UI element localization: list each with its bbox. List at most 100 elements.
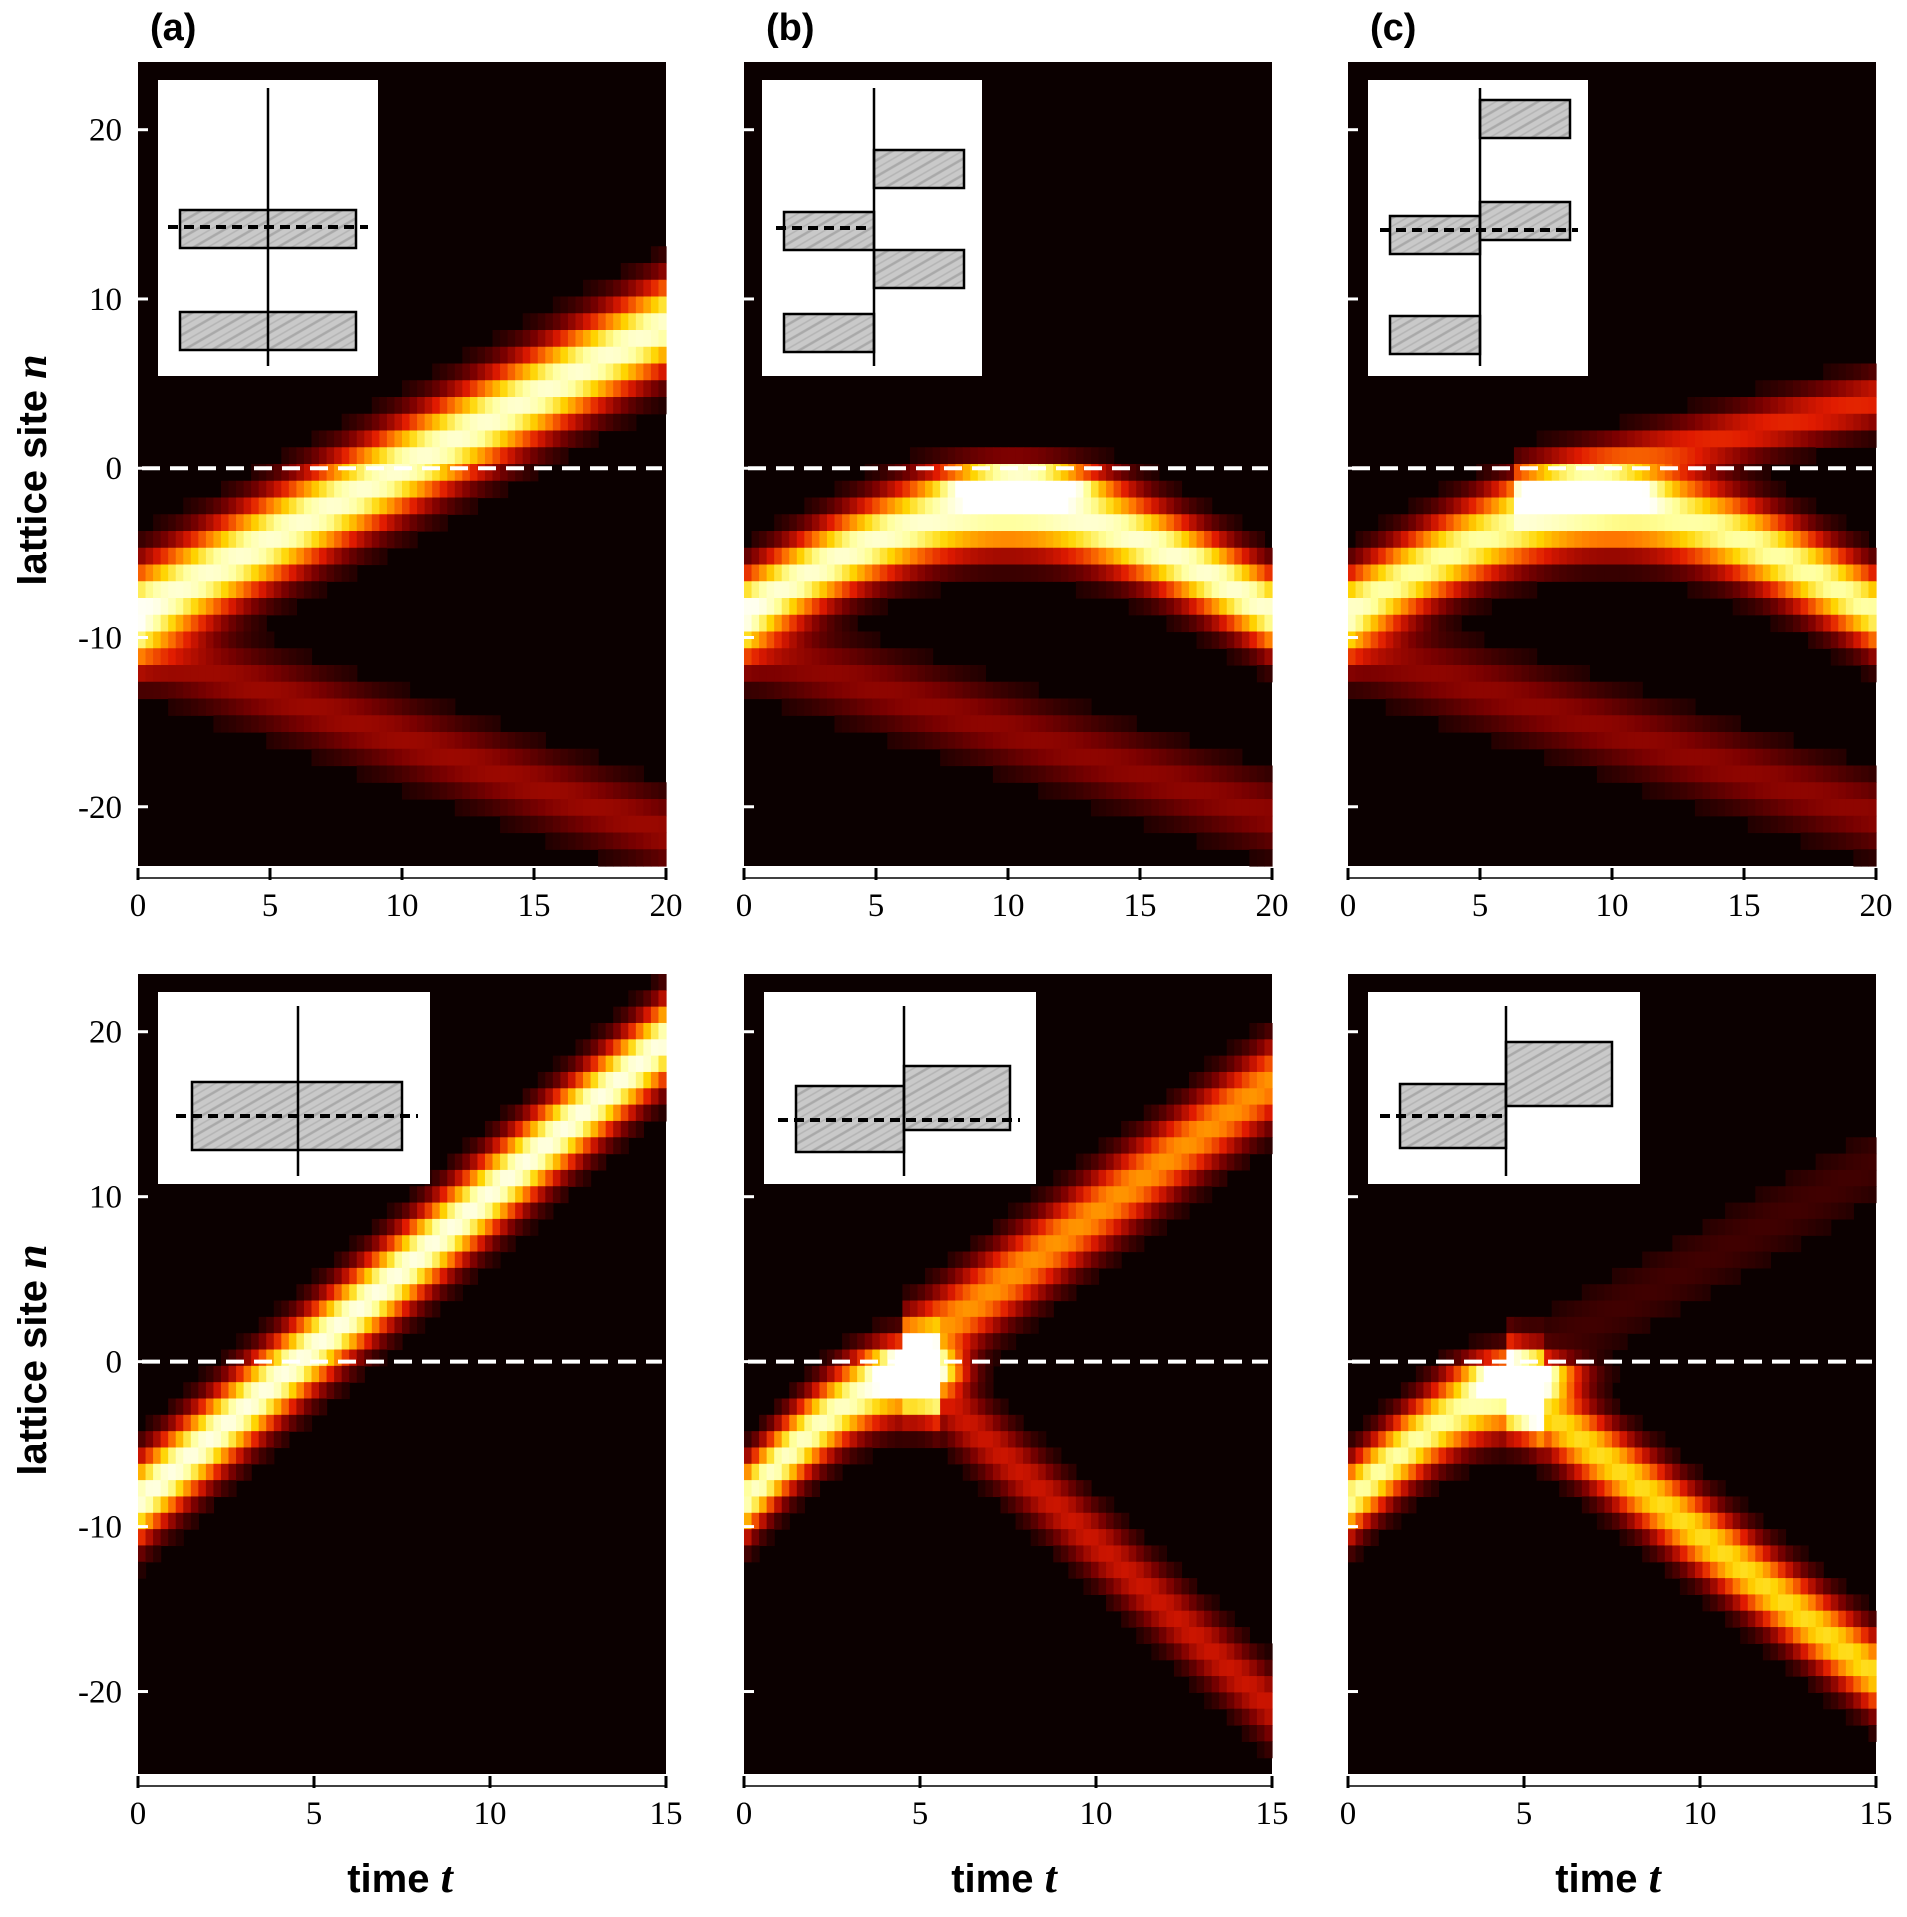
heatmap-cell: [887, 1349, 896, 1367]
heatmap-cell: [947, 1398, 956, 1416]
heatmap-cell: [1166, 1594, 1175, 1612]
heatmap-cell: [909, 1316, 919, 1334]
heatmap-cell: [1363, 1431, 1372, 1449]
heatmap-cell: [992, 748, 1002, 767]
heatmap-cell: [658, 313, 667, 331]
heatmap-cell: [273, 531, 282, 549]
heatmap-cell: [1679, 514, 1689, 532]
y-axis-title-bottom: lattice site n: [7, 1244, 56, 1475]
heatmap-cell: [1808, 782, 1817, 800]
heatmap-cell: [628, 782, 637, 800]
heatmap-cell: [1098, 531, 1107, 549]
heatmap-cell: [228, 648, 237, 666]
heatmap-cell: [243, 1333, 252, 1351]
heatmap-cell: [1664, 564, 1673, 582]
heatmap-cell: [1211, 547, 1220, 566]
heatmap-cell: [447, 1251, 456, 1269]
heatmap-cell: [1173, 514, 1183, 532]
heatmap-cell: [402, 447, 411, 465]
heatmap-cell: [432, 380, 441, 398]
heatmap-cell: [356, 430, 365, 448]
heatmap-cell: [1226, 1610, 1235, 1628]
heatmap-cell: [1264, 1659, 1273, 1677]
heatmap-cell: [1121, 1610, 1130, 1628]
x-tick-label: 0: [736, 888, 753, 924]
heatmap-cell: [598, 279, 607, 298]
heatmap-cell: [311, 748, 320, 767]
heatmap-cell: [341, 447, 350, 465]
heatmap-cell: [1068, 1463, 1077, 1481]
heatmap-cell: [1574, 1349, 1583, 1367]
heatmap-cell: [947, 715, 956, 733]
heatmap-cell: [1574, 715, 1583, 733]
heatmap-cell: [819, 1431, 828, 1449]
heatmap-cell: [168, 1529, 177, 1547]
heatmap-cell: [947, 480, 956, 499]
heatmap-cell: [947, 1251, 956, 1269]
heatmap-cell: [273, 1333, 282, 1351]
heatmap-cell: [804, 1365, 813, 1383]
heatmap-cell: [1370, 598, 1379, 616]
heatmap-cell: [447, 380, 456, 398]
heatmap-cell: [658, 799, 667, 817]
heatmap-cell: [1642, 715, 1651, 733]
heatmap-cell: [567, 346, 577, 365]
heatmap-cell: [1762, 480, 1771, 499]
heatmap-cell: [1453, 1365, 1462, 1383]
heatmap-cell: [469, 782, 479, 800]
heatmap-cell: [879, 648, 888, 666]
heatmap-cell: [409, 1251, 418, 1269]
heatmap-cell: [1634, 514, 1643, 532]
heatmap-cell: [1226, 1039, 1235, 1057]
heatmap-cell: [1461, 698, 1470, 716]
heatmap-cell: [1378, 665, 1387, 683]
heatmap-cell: [1423, 1398, 1432, 1416]
heatmap-cell: [1136, 1186, 1145, 1204]
heatmap-cell: [266, 497, 275, 515]
heatmap-cell: [1672, 732, 1681, 750]
heatmap-cell: [1581, 1382, 1590, 1400]
heatmap-cell: [552, 296, 561, 314]
heatmap-cell: [1423, 547, 1432, 566]
heatmap-cell: [1664, 480, 1673, 499]
heatmap-cell: [1083, 748, 1092, 767]
heatmap-cell: [1566, 564, 1575, 582]
heatmap-cell: [311, 564, 320, 582]
heatmap-cell: [1513, 648, 1523, 666]
heatmap-cell: [326, 715, 335, 733]
heatmap-cell: [567, 799, 577, 817]
heatmap-cell: [220, 480, 230, 499]
heatmap-cell: [1204, 1088, 1213, 1106]
heatmap-cell: [872, 1382, 881, 1400]
heatmap-cell: [1430, 497, 1440, 515]
heatmap-cell: [1211, 1153, 1220, 1171]
heatmap-cell: [826, 665, 836, 683]
heatmap-cell: [977, 564, 986, 582]
heatmap-cell: [198, 1414, 207, 1432]
heatmap-cell: [326, 447, 335, 465]
heatmap-cell: [834, 698, 843, 716]
heatmap-cell: [744, 1529, 753, 1547]
heatmap-cell: [872, 1316, 881, 1334]
heatmap-cell: [590, 1104, 599, 1122]
y-axis-var-top: n: [7, 354, 56, 378]
heatmap-cell: [789, 665, 798, 683]
heatmap-cell: [1249, 1708, 1258, 1726]
heatmap-cell: [1400, 1398, 1409, 1416]
y-tick-label: 10: [89, 1180, 122, 1216]
heatmap-cell: [1529, 1365, 1538, 1383]
heatmap-cell: [153, 1529, 162, 1547]
heatmap-cell: [955, 665, 964, 683]
heatmap-cell: [1166, 1137, 1175, 1155]
heatmap-cell: [1256, 648, 1266, 666]
heatmap-cell: [251, 665, 260, 683]
heatmap-cell: [1158, 799, 1167, 817]
heatmap-cell: [334, 1251, 343, 1269]
heatmap-cell: [1687, 715, 1696, 733]
heatmap-cell: [1860, 430, 1870, 448]
heatmap-cell: [1830, 832, 1839, 850]
heatmap-cell: [628, 1039, 637, 1057]
heatmap-cell: [432, 765, 441, 783]
heatmap-cell: [977, 1382, 986, 1400]
heatmap-cell: [492, 1202, 501, 1220]
